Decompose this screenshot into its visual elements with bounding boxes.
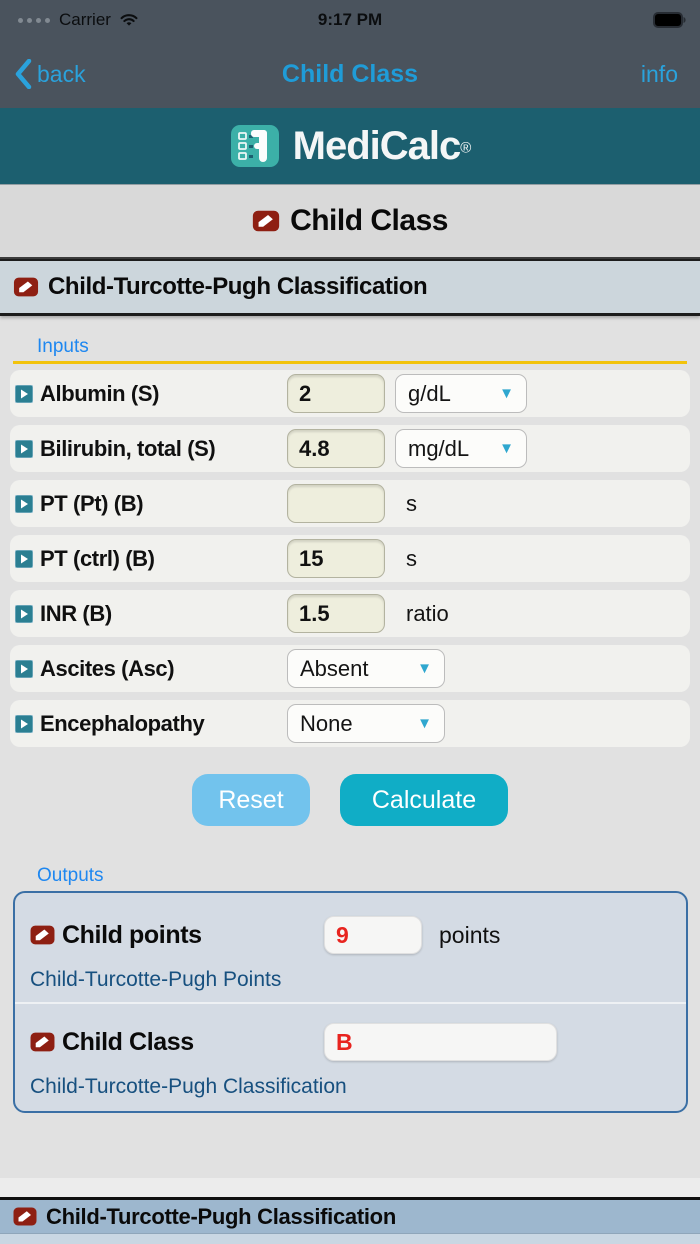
row-marker-icon xyxy=(15,494,33,513)
value-input[interactable] xyxy=(287,374,385,413)
inputs-list: Albumin (S) g/dL ▼ Bilirubin, total (S) mg/d… xyxy=(0,370,700,747)
back-button[interactable]: back xyxy=(14,59,86,89)
clock: 9:17 PM xyxy=(317,10,383,29)
output-label: Child Class xyxy=(62,1027,194,1056)
brand-name: MediCalc xyxy=(292,123,462,168)
value-input[interactable] xyxy=(287,484,385,523)
battery-icon xyxy=(653,12,686,28)
section-header: Child-Turcotte-Pugh Classification xyxy=(0,259,700,316)
output-block: Child points 9 points Child-Turcotte-Pugh P… xyxy=(15,899,686,1004)
action-buttons: Reset Calculate xyxy=(0,774,700,826)
carrier-label: Carrier xyxy=(59,10,111,29)
output-unit-label: points xyxy=(439,921,501,948)
choice-dropdown[interactable]: Absent ▼ xyxy=(287,649,445,688)
input-row: Albumin (S) g/dL ▼ xyxy=(10,370,690,417)
choice-dropdown[interactable]: None ▼ xyxy=(287,704,445,743)
back-label: back xyxy=(37,60,86,87)
input-label: Ascites (Asc) xyxy=(40,655,175,681)
input-row: PT (ctrl) (B) s xyxy=(10,535,690,582)
inputs-group-label: Inputs xyxy=(37,336,89,357)
choice-value: None xyxy=(300,710,353,736)
input-row: PT (Pt) (B) s xyxy=(10,480,690,527)
chevron-down-icon: ▼ xyxy=(417,660,432,677)
chevron-down-icon: ▼ xyxy=(499,385,514,402)
row-marker-icon xyxy=(15,714,33,733)
unit-label: s xyxy=(406,490,417,516)
row-marker-icon xyxy=(15,494,33,513)
inputs-rule xyxy=(13,361,687,364)
spacer xyxy=(0,1113,700,1178)
row-marker-icon xyxy=(15,439,33,458)
page-title: Child Class xyxy=(290,204,448,237)
row-marker-icon xyxy=(15,714,33,733)
medicalc-logo-icon xyxy=(230,125,279,167)
bottom-section-header: Child-Turcotte-Pugh Classification xyxy=(0,1197,700,1234)
brand-band: MediCalc® xyxy=(0,108,700,185)
input-row: INR (B) ratio xyxy=(10,590,690,637)
wifi-icon xyxy=(118,12,140,28)
outputs-box: Child points 9 points Child-Turcotte-Pugh P… xyxy=(13,891,688,1113)
flag-icon xyxy=(30,925,55,945)
output-value-field: B xyxy=(324,1023,557,1061)
output-row: Child points 9 points xyxy=(30,915,671,955)
choice-value: Absent xyxy=(300,655,369,681)
unit-value: g/dL xyxy=(408,380,451,406)
output-sublabel: Child-Turcotte-Pugh Classification xyxy=(30,1075,347,1098)
row-marker-icon xyxy=(15,604,33,623)
row-marker-icon xyxy=(15,384,33,403)
chevron-down-icon: ▼ xyxy=(499,440,514,457)
unit-dropdown[interactable]: mg/dL ▼ xyxy=(395,429,527,468)
next-card-top xyxy=(0,1178,700,1197)
unit-label: ratio xyxy=(406,600,449,626)
cellular-signal-icon xyxy=(18,17,50,23)
input-label: PT (ctrl) (B) xyxy=(40,545,155,571)
calculate-button[interactable]: Calculate xyxy=(340,774,508,826)
output-sublabel: Child-Turcotte-Pugh Points xyxy=(30,968,282,991)
reset-button[interactable]: Reset xyxy=(192,774,310,826)
value-input[interactable] xyxy=(287,429,385,468)
row-marker-icon xyxy=(15,384,33,403)
input-label: INR (B) xyxy=(40,600,112,626)
flag-icon xyxy=(13,1207,37,1226)
row-marker-icon xyxy=(15,604,33,623)
status-bar: Carrier 9:17 PM xyxy=(0,0,700,40)
input-row: Ascites (Asc) Absent ▼ xyxy=(10,645,690,692)
chevron-left-icon xyxy=(15,59,32,89)
row-marker-icon xyxy=(15,439,33,458)
input-label: Encephalopathy xyxy=(40,710,205,736)
input-row: Bilirubin, total (S) mg/dL ▼ xyxy=(10,425,690,472)
info-button[interactable]: info xyxy=(640,60,678,87)
row-marker-icon xyxy=(15,659,33,678)
flag-icon xyxy=(252,210,280,232)
row-marker-icon xyxy=(15,549,33,568)
nav-bar: back Child Class info xyxy=(0,40,700,108)
top-chrome: Carrier 9:17 PM back Child Class info xyxy=(0,0,700,108)
row-marker-icon xyxy=(15,549,33,568)
registered-trademark: ® xyxy=(460,139,472,157)
row-marker-icon xyxy=(15,659,33,678)
unit-dropdown[interactable]: g/dL ▼ xyxy=(395,374,527,413)
outputs-group-label: Outputs xyxy=(37,865,104,886)
input-label: PT (Pt) (B) xyxy=(40,490,144,516)
bottom-table-row xyxy=(0,1234,700,1244)
unit-value: mg/dL xyxy=(408,435,470,461)
output-value-field: 9 xyxy=(324,916,422,954)
input-label: Albumin (S) xyxy=(40,380,160,406)
input-row: Encephalopathy None ▼ xyxy=(10,700,690,747)
flag-icon xyxy=(30,1032,55,1052)
input-label: Bilirubin, total (S) xyxy=(40,435,216,461)
page-title-band: Child Class xyxy=(0,185,700,259)
nav-title: Child Class xyxy=(281,59,419,88)
output-block: Child Class B Child-Turcotte-Pugh Classifi… xyxy=(15,1006,686,1109)
output-row: Child Class B xyxy=(30,1022,671,1062)
chevron-down-icon: ▼ xyxy=(417,715,432,732)
output-label: Child points xyxy=(62,920,202,949)
section-header-title: Child-Turcotte-Pugh Classification xyxy=(48,273,428,300)
value-input[interactable] xyxy=(287,539,385,578)
unit-label: s xyxy=(406,545,417,571)
flag-icon xyxy=(13,277,39,297)
bottom-section-title: Child-Turcotte-Pugh Classification xyxy=(46,1203,396,1229)
value-input[interactable] xyxy=(287,594,385,633)
